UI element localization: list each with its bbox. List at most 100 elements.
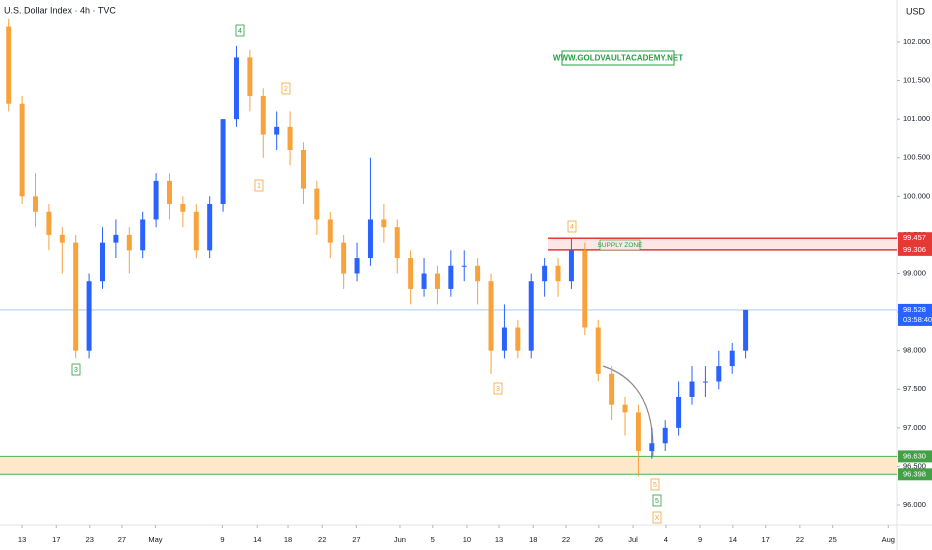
x-tick-label: May — [148, 535, 162, 544]
x-tick-label: 9 — [698, 535, 702, 544]
candle-body — [287, 126, 293, 151]
y-tick-label: 96.500 — [903, 461, 926, 470]
wave-label-box — [652, 494, 662, 507]
wave-label-box — [652, 511, 662, 524]
x-tick-label: 13 — [18, 535, 26, 544]
y-tick-label: 101.000 — [903, 114, 930, 123]
currency: USD — [906, 6, 926, 16]
watermark-box — [561, 50, 675, 66]
supply-zone — [548, 238, 897, 250]
wave-label: X — [655, 515, 660, 522]
x-tick-label: 22 — [796, 535, 804, 544]
supply-top-label-box — [898, 232, 932, 245]
demand-bottom-label: 96.398 — [903, 469, 926, 478]
last-price-label: 98.528 — [903, 305, 926, 314]
y-tick-label: 98.000 — [903, 346, 926, 355]
candle-body — [501, 327, 507, 351]
background-layer: SUPPLY ZONE — [0, 237, 897, 475]
candle-body — [207, 204, 213, 251]
y-tick-label: 96.000 — [903, 500, 926, 509]
x-tick-label: Aug — [882, 535, 895, 544]
x-tick-label: 14 — [253, 535, 261, 544]
y-tick-label: 100.000 — [903, 191, 930, 200]
candle-body — [33, 196, 39, 212]
demand-bottom-label-box — [898, 468, 932, 481]
candle-body — [461, 265, 467, 267]
candle-body — [73, 242, 79, 351]
demand-top-label-box — [898, 450, 932, 463]
candle-body — [635, 412, 641, 451]
candle-body — [314, 188, 320, 220]
candle-body — [220, 119, 226, 205]
x-tick-label: 25 — [829, 535, 837, 544]
candle-body — [515, 327, 521, 351]
chart-title: U.S. Dollar Index · 4h · TVC — [4, 5, 116, 15]
y-tick-label: 97.500 — [903, 384, 926, 393]
axis-layer: 96.00096.50097.00097.50098.00098.50099.0… — [18, 37, 932, 544]
x-tick-label: 17 — [762, 535, 770, 544]
plot-layer: 4 3 2 1 3 4 5 5 X — [6, 18, 749, 524]
candle-body — [381, 219, 387, 228]
candle-body — [341, 242, 347, 274]
candle-body — [327, 219, 333, 243]
supply-zone-label: SUPPLY ZONE — [598, 242, 644, 249]
wave-label: 5 — [653, 482, 657, 489]
candle-body — [19, 103, 25, 197]
wave-label: 4 — [238, 28, 242, 35]
x-tick-label: Jun — [394, 535, 406, 544]
candle-body — [394, 227, 400, 259]
last-price-label-countdown: 03:58:40 — [903, 315, 932, 324]
candle-body — [582, 250, 588, 328]
wave-label: 2 — [284, 86, 288, 93]
candle-body — [180, 204, 186, 212]
wave-label-box — [235, 24, 245, 37]
candle-body — [367, 219, 373, 259]
wave-label-box — [281, 82, 291, 95]
candle-body — [86, 281, 92, 351]
candle-body — [153, 180, 159, 220]
y-tick-label: 102.000 — [903, 37, 930, 46]
candle-body — [689, 381, 695, 397]
candle-body — [542, 265, 548, 282]
x-tick-label: 13 — [495, 535, 503, 544]
x-tick-label: 10 — [463, 535, 471, 544]
y-tick-label: 99.000 — [903, 268, 926, 277]
supply-top-label: 99.457 — [903, 233, 926, 242]
candle-body — [555, 265, 561, 282]
candle-body — [59, 234, 65, 243]
x-tick-label: 22 — [318, 535, 326, 544]
x-tick-label: 18 — [284, 535, 292, 544]
candle-body — [233, 57, 239, 120]
wave-label-box — [254, 179, 264, 192]
x-tick-label: 27 — [118, 535, 126, 544]
candle-body — [743, 309, 749, 351]
last-price-label-box — [898, 303, 932, 326]
candle-body — [113, 234, 119, 243]
supply-bottom-label-box — [898, 243, 932, 256]
x-tick-label: 27 — [352, 535, 360, 544]
candle-body — [408, 258, 414, 289]
candle-body — [676, 396, 682, 428]
supply-bottom-label: 99.306 — [903, 245, 926, 254]
candle-body — [595, 327, 601, 374]
candle-body — [99, 242, 105, 282]
x-tick-label: 23 — [86, 535, 94, 544]
candle-body — [274, 126, 280, 135]
wave-label-box — [567, 220, 577, 233]
candle-body — [354, 258, 360, 274]
candle-body — [126, 234, 132, 251]
demand-zone — [0, 456, 897, 475]
candle-body — [488, 281, 494, 351]
candle-body — [662, 427, 668, 444]
supply-zone-label-box — [599, 239, 641, 251]
wave-label-box — [493, 382, 503, 395]
x-tick-label: 22 — [562, 535, 570, 544]
x-tick-label: 18 — [529, 535, 537, 544]
wave-label-box — [650, 478, 660, 491]
candle-body — [300, 150, 306, 189]
candle-body — [260, 96, 266, 135]
candle-body — [247, 57, 253, 97]
candle-body — [622, 404, 628, 413]
x-tick-label: 4 — [664, 535, 668, 544]
